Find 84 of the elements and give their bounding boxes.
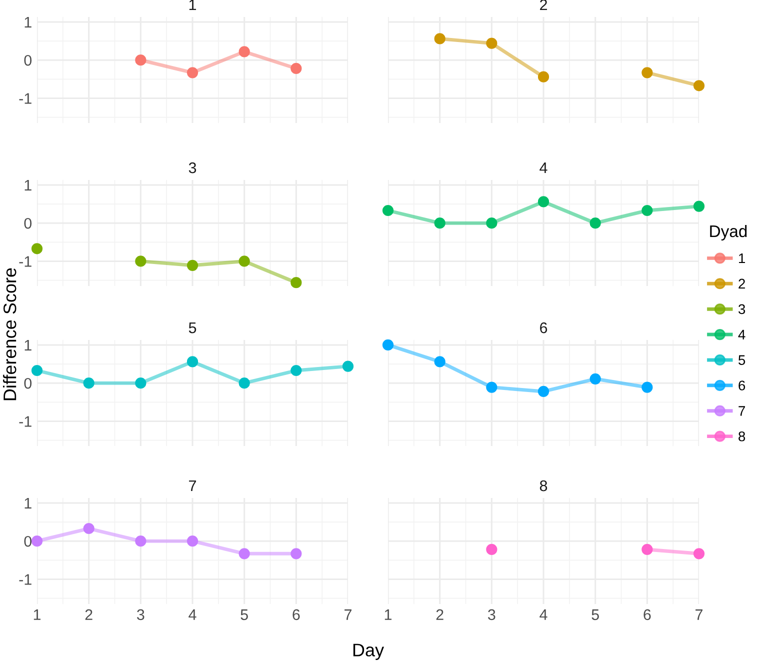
- point: [642, 204, 653, 216]
- x-tick-label: 7: [696, 609, 702, 620]
- y-tick-label: 1: [24, 498, 32, 508]
- point: [538, 196, 550, 208]
- y-tick-label: 1: [24, 180, 32, 190]
- point: [186, 356, 198, 368]
- point: [342, 360, 354, 372]
- point: [238, 46, 250, 58]
- point: [238, 378, 250, 389]
- point: [290, 548, 302, 560]
- x-tick-label: 5: [592, 609, 599, 620]
- chart-title: 8: [540, 480, 548, 492]
- x-tick-label: 1: [34, 609, 41, 620]
- y-tick-label: 1: [24, 16, 32, 28]
- chart-title: 1: [189, 0, 196, 10]
- point: [290, 62, 302, 74]
- x-tick-label: 3: [137, 609, 144, 620]
- point: [135, 536, 146, 547]
- legend-label: 4: [738, 330, 746, 340]
- point: [486, 218, 498, 229]
- y-tick-label: -1: [19, 256, 32, 267]
- y-tick-label: -1: [19, 574, 32, 585]
- point: [693, 80, 705, 92]
- point: [83, 378, 94, 389]
- x-tick-label: 6: [644, 609, 651, 620]
- legend-label: 7: [738, 406, 745, 416]
- chart-title: 7: [189, 480, 196, 492]
- x-tick-label: 7: [344, 609, 352, 620]
- y-tick-label: -1: [19, 416, 32, 427]
- x-tick-label: 4: [188, 609, 196, 620]
- point: [382, 339, 394, 351]
- x-tick-label: 4: [540, 609, 548, 620]
- chart-title: 4: [540, 162, 548, 174]
- x-tick-label: 3: [488, 609, 496, 620]
- point: [135, 54, 146, 66]
- y-tick-label: 0: [24, 218, 32, 229]
- x-tick-label: 1: [384, 609, 392, 620]
- chart-title: 3: [188, 162, 196, 174]
- point: [538, 71, 550, 82]
- point: [238, 256, 250, 267]
- legend-label: 6: [738, 380, 746, 390]
- point: [538, 386, 550, 398]
- y-tick-label: 1: [24, 340, 32, 350]
- point: [186, 260, 198, 271]
- point: [238, 548, 250, 560]
- point: [486, 382, 498, 393]
- point: [135, 378, 146, 389]
- legend-title: Dyad: [710, 224, 747, 240]
- point: [590, 373, 601, 384]
- point: [31, 243, 43, 254]
- point: [642, 382, 653, 393]
- x-tick-label: 2: [436, 609, 444, 620]
- legend-label: 3: [738, 304, 746, 314]
- point: [135, 256, 146, 267]
- y-axis-title: Difference Score: [3, 268, 16, 400]
- x-tick-label: 2: [85, 609, 92, 620]
- point: [290, 364, 302, 376]
- point: [590, 218, 601, 229]
- point: [186, 536, 198, 547]
- point: [642, 67, 653, 78]
- point: [434, 356, 446, 368]
- legend-label: 8: [738, 431, 746, 442]
- y-tick-label: 0: [24, 378, 32, 389]
- y-tick-label: -1: [19, 93, 32, 104]
- x-tick-label: 5: [240, 609, 248, 620]
- x-axis-title: Day: [353, 644, 384, 660]
- point: [434, 218, 446, 229]
- point: [382, 204, 394, 216]
- point: [31, 536, 43, 547]
- point: [31, 364, 43, 376]
- point: [693, 200, 705, 212]
- point: [434, 33, 446, 44]
- legend-label: 5: [738, 355, 746, 365]
- point: [486, 38, 498, 49]
- y-tick-label: 0: [24, 536, 32, 547]
- point: [83, 522, 94, 534]
- point: [186, 67, 198, 78]
- chart-title: 6: [540, 322, 548, 334]
- y-tick-label: 0: [24, 54, 32, 66]
- legend-label: 1: [739, 253, 745, 264]
- legend-label: 2: [738, 278, 745, 288]
- x-tick-label: 6: [292, 609, 300, 620]
- chart-title: 5: [188, 322, 196, 334]
- point: [290, 277, 302, 288]
